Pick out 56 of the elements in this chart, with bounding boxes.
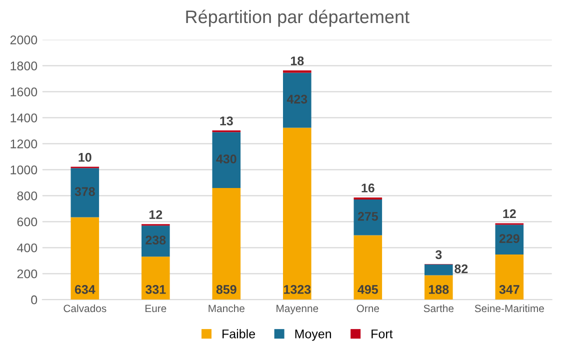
bar <box>212 188 241 300</box>
data-label: 12 <box>149 210 162 219</box>
data-label: 634 <box>74 285 96 294</box>
x-tick-label: Orne <box>356 304 380 312</box>
y-tick-label: 200 <box>17 269 38 278</box>
data-label: 3 <box>435 250 442 260</box>
y-tick-label: 1800 <box>10 62 38 70</box>
data-label: 423 <box>286 94 308 104</box>
data-label: 430 <box>216 154 236 164</box>
data-label: 495 <box>358 285 378 294</box>
legend-label: Moyen <box>295 330 332 341</box>
bar <box>142 256 170 300</box>
y-tick-label: 1200 <box>10 139 38 148</box>
chart-title: Répartition par département <box>186 10 410 27</box>
data-label: 378 <box>74 187 95 196</box>
data-label: 10 <box>78 152 92 162</box>
bar <box>283 128 312 300</box>
data-label: 238 <box>146 236 166 245</box>
y-tick-label: 400 <box>17 243 38 252</box>
y-tick-label: 600 <box>17 217 38 226</box>
x-tick-label: Seine-Maritime <box>474 304 544 312</box>
data-label: 18 <box>290 56 304 66</box>
x-tick-label: Sarthe <box>424 304 454 312</box>
bar <box>354 235 382 300</box>
bar <box>70 168 100 218</box>
legend-label: Fort <box>372 330 393 338</box>
y-tick-label: 2000 <box>10 36 38 44</box>
bar <box>354 200 382 236</box>
data-label: 1323 <box>284 285 311 294</box>
x-tick-label: Mayenne <box>276 304 318 314</box>
data-label: 331 <box>146 285 166 294</box>
y-tick-label: 1400 <box>10 113 38 122</box>
y-tick-label: 1000 <box>10 165 38 174</box>
data-label: 275 <box>358 212 378 221</box>
legend-label: Faible <box>222 329 255 338</box>
data-label: 229 <box>499 234 520 244</box>
bar <box>212 132 241 188</box>
x-tick-label: Manche <box>208 304 244 312</box>
x-tick-label: Calvados <box>64 304 106 312</box>
bar <box>283 72 312 128</box>
data-label: 347 <box>499 285 520 294</box>
data-label: 12 <box>503 209 516 218</box>
data-label: 82 <box>454 264 468 274</box>
bar <box>424 264 453 276</box>
y-tick-label: 1600 <box>10 87 38 96</box>
bar <box>354 197 382 200</box>
data-label: 188 <box>429 285 449 294</box>
data-label: 859 <box>216 285 236 294</box>
y-tick-label: 0 <box>31 295 38 304</box>
x-tick-label: Eure <box>146 304 166 312</box>
y-tick-label: 800 <box>17 191 38 200</box>
bar <box>142 226 170 257</box>
bar <box>495 254 524 300</box>
bar <box>70 217 100 300</box>
data-label: 13 <box>220 116 233 126</box>
data-label: 16 <box>362 184 374 192</box>
